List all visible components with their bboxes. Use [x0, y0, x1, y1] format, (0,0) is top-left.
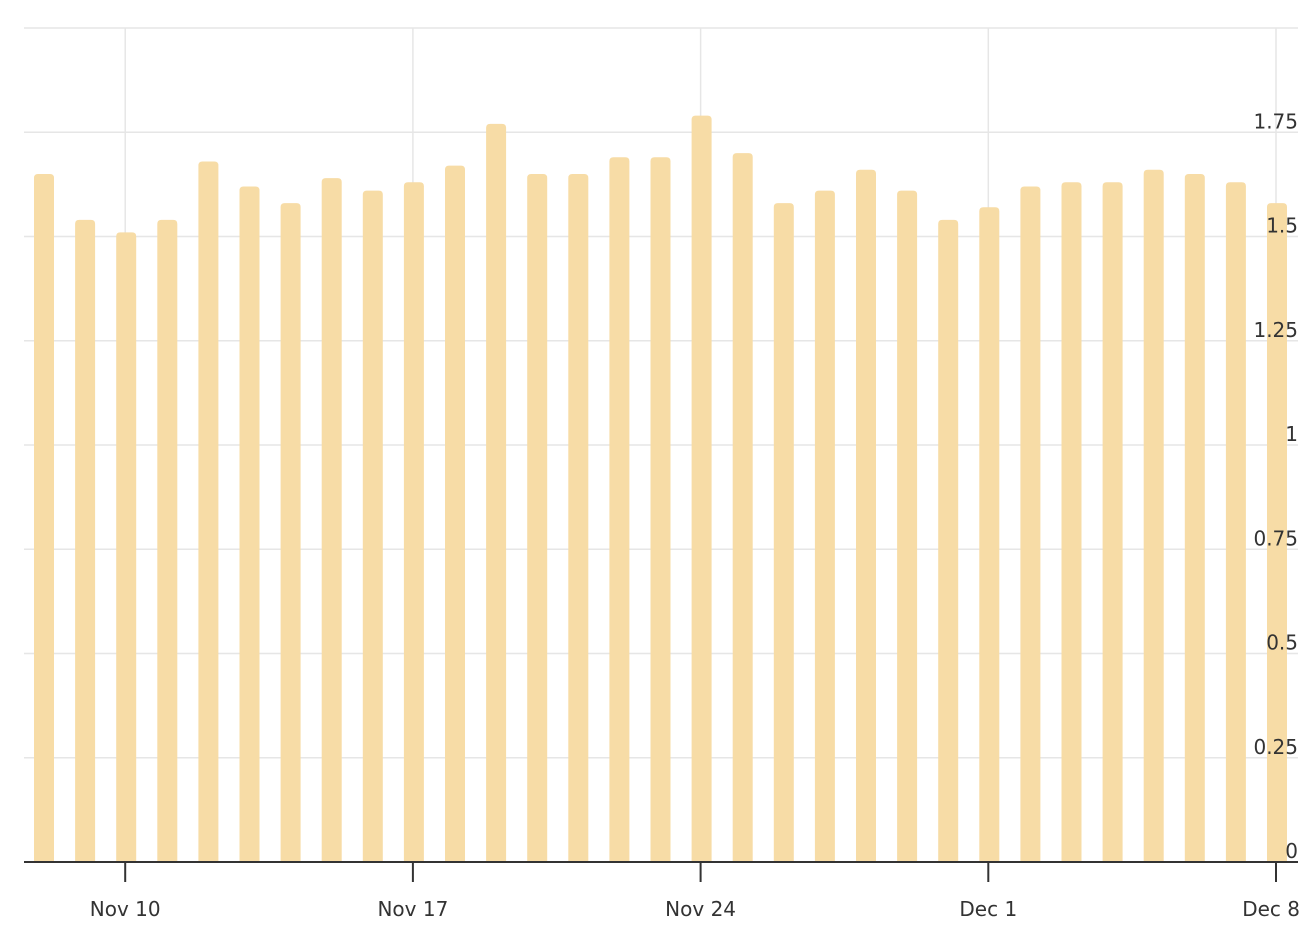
x-tick-label: Dec 8 — [1242, 897, 1300, 921]
bar-2024-11-21[interactable] — [568, 173, 589, 862]
bar-2024-12-03[interactable] — [1061, 182, 1082, 863]
bar-2024-12-01[interactable] — [979, 207, 1000, 862]
y-tick-label: 1 — [1285, 422, 1298, 446]
bar-2024-11-13[interactable] — [239, 186, 260, 862]
bar-2024-11-16[interactable] — [362, 190, 383, 862]
bar-2024-12-06[interactable] — [1184, 173, 1205, 862]
x-tick-label: Dec 1 — [959, 897, 1017, 921]
x-tick-label: Nov 17 — [377, 897, 448, 921]
bar-2024-11-27[interactable] — [814, 190, 835, 862]
bar-2024-12-07[interactable] — [1225, 182, 1246, 863]
y-tick-label: 0.75 — [1253, 526, 1298, 550]
bar-2024-11-24[interactable] — [691, 115, 712, 862]
bars — [34, 115, 1287, 863]
bar-2024-11-11[interactable] — [157, 219, 178, 862]
bar-2024-12-08[interactable] — [1267, 203, 1287, 862]
y-tick-label: 1.25 — [1253, 318, 1298, 342]
bar-2024-11-23[interactable] — [650, 157, 671, 862]
bar-2024-11-19[interactable] — [486, 123, 507, 862]
y-tick-label: 0 — [1285, 839, 1298, 863]
bar-2024-11-10[interactable] — [116, 232, 137, 862]
bar-2024-11-20[interactable] — [527, 173, 548, 862]
y-tick-label: 1.75 — [1253, 109, 1298, 133]
bar-2024-11-18[interactable] — [445, 165, 465, 863]
bar-2024-11-29[interactable] — [897, 190, 918, 862]
bar-2024-11-25[interactable] — [732, 153, 753, 863]
axes — [24, 861, 1298, 882]
bar-2024-12-05[interactable] — [1143, 169, 1164, 862]
bar-2024-11-15[interactable] — [321, 178, 342, 862]
bar-2024-11-30[interactable] — [938, 219, 959, 862]
x-tick-label: Nov 24 — [665, 897, 736, 921]
bar-2024-11-14[interactable] — [280, 203, 301, 862]
bar-2024-11-17[interactable] — [403, 182, 424, 863]
y-tick-label: 0.25 — [1253, 735, 1298, 759]
bar-2024-12-02[interactable] — [1020, 186, 1041, 862]
y-tick-label: 1.5 — [1266, 214, 1298, 238]
x-tick-label: Nov 10 — [90, 897, 161, 921]
bar-2024-11-09[interactable] — [75, 219, 96, 862]
bar-2024-11-08[interactable] — [34, 173, 54, 862]
bar-2024-11-22[interactable] — [609, 157, 630, 862]
bar-2024-12-04[interactable] — [1102, 182, 1123, 863]
bar-2024-11-28[interactable] — [856, 169, 876, 862]
bar-2024-11-12[interactable] — [198, 161, 219, 862]
bar-2024-11-26[interactable] — [773, 203, 794, 862]
y-tick-label: 0.5 — [1266, 631, 1298, 655]
tick-labels: Nov 10 Nov 17 Nov 24 Dec 1 Dec 8 0 0.25 0.5 0.75… — [90, 109, 1300, 921]
